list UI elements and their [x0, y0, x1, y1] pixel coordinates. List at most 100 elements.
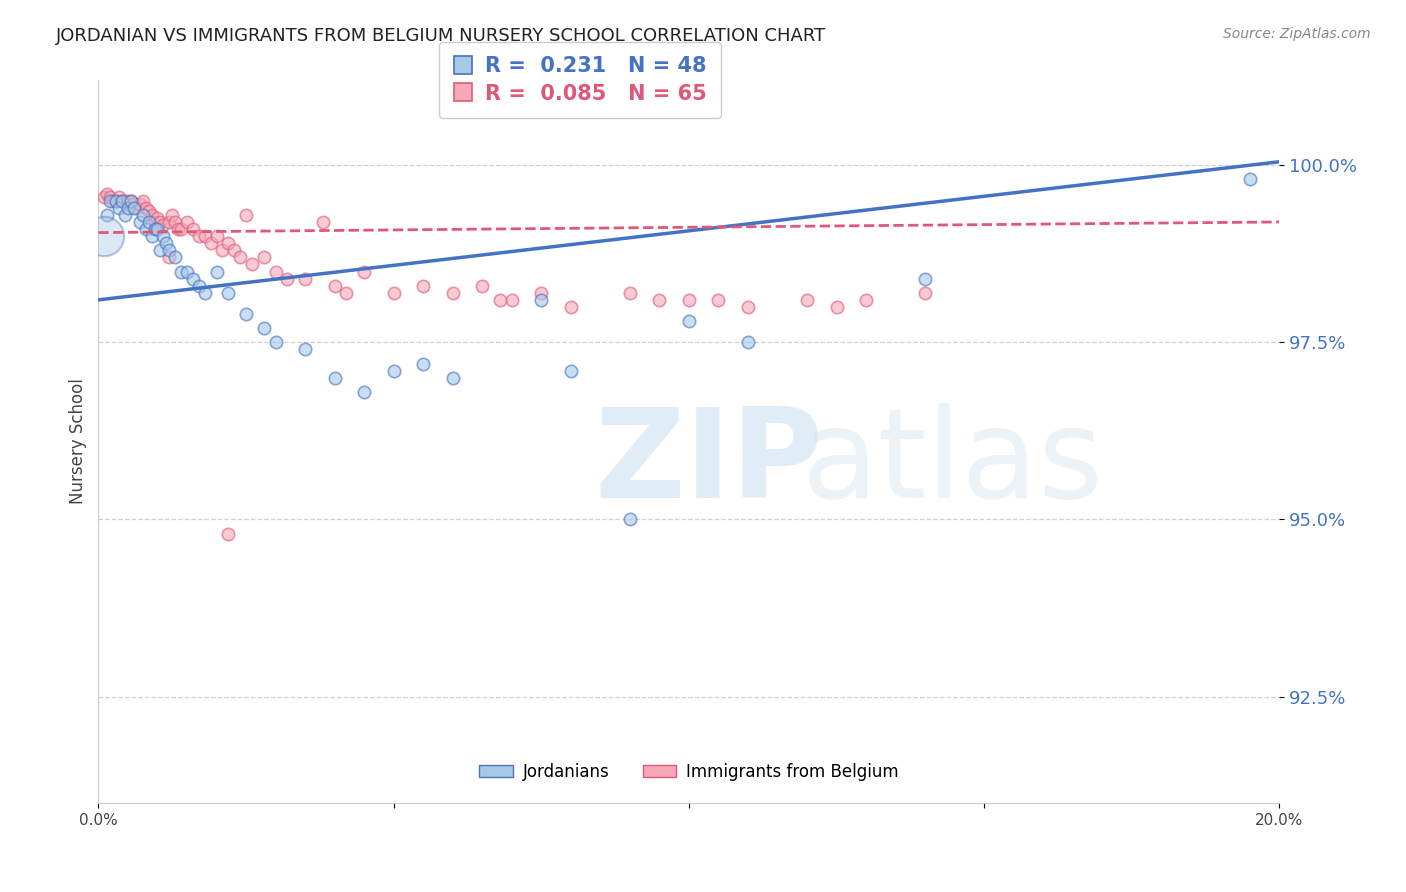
Point	[217, 526, 239, 541]
Point	[111, 194, 134, 208]
Point	[619, 285, 641, 300]
Point	[914, 271, 936, 285]
Point	[122, 201, 145, 215]
Point	[294, 343, 316, 357]
Point	[187, 229, 209, 244]
Point	[229, 251, 252, 265]
Point	[707, 293, 730, 307]
Point	[217, 236, 239, 251]
Point	[143, 222, 166, 236]
Point	[125, 201, 148, 215]
Point	[240, 257, 263, 271]
Point	[353, 384, 375, 399]
Point	[170, 264, 193, 278]
Point	[471, 278, 494, 293]
Point	[181, 222, 204, 236]
Point	[122, 197, 145, 211]
Point	[152, 229, 174, 244]
Point	[530, 293, 553, 307]
Point	[138, 215, 160, 229]
Point	[264, 335, 287, 350]
Point	[335, 285, 357, 300]
Point	[855, 293, 877, 307]
Point	[105, 194, 128, 208]
Text: JORDANIAN VS IMMIGRANTS FROM BELGIUM NURSERY SCHOOL CORRELATION CHART: JORDANIAN VS IMMIGRANTS FROM BELGIUM NUR…	[56, 27, 827, 45]
Point	[264, 264, 287, 278]
Point	[146, 222, 169, 236]
Point	[312, 215, 335, 229]
Point	[162, 208, 183, 222]
Point	[353, 264, 375, 278]
Point	[194, 285, 217, 300]
Point	[217, 285, 239, 300]
Point	[796, 293, 818, 307]
Point	[149, 244, 172, 258]
Point	[98, 190, 121, 204]
Point	[135, 201, 157, 215]
Y-axis label: Nursery School: Nursery School	[69, 378, 87, 505]
Point	[323, 278, 346, 293]
Point	[152, 219, 174, 233]
Point	[235, 307, 257, 321]
Point	[141, 229, 163, 244]
Point	[412, 357, 434, 371]
Point	[224, 244, 246, 258]
Point	[117, 194, 139, 208]
Point	[132, 194, 155, 208]
Point	[108, 190, 131, 204]
Point	[108, 201, 131, 215]
Point	[205, 264, 228, 278]
Point	[149, 215, 172, 229]
Point	[141, 208, 163, 222]
Point	[157, 251, 180, 265]
Point	[103, 194, 125, 208]
Point	[276, 271, 298, 285]
Point	[441, 285, 464, 300]
Point	[96, 186, 118, 201]
Point	[294, 271, 316, 285]
Point	[96, 208, 118, 222]
Point	[914, 285, 936, 300]
Point	[181, 271, 204, 285]
Point	[135, 222, 157, 236]
Point	[253, 251, 276, 265]
Point	[167, 222, 190, 236]
Point	[114, 208, 136, 222]
Text: atlas: atlas	[801, 402, 1104, 524]
Point	[128, 197, 150, 211]
Point	[678, 293, 700, 307]
Legend: Jordanians, Immigrants from Belgium: Jordanians, Immigrants from Belgium	[472, 756, 905, 788]
Point	[176, 264, 198, 278]
Point	[105, 194, 128, 208]
Point	[678, 314, 700, 328]
Point	[560, 364, 582, 378]
Point	[117, 201, 139, 215]
Point	[143, 215, 166, 229]
Point	[170, 222, 193, 236]
Point	[194, 229, 217, 244]
Point	[1239, 172, 1261, 186]
Point	[98, 194, 121, 208]
Point	[138, 204, 160, 219]
Point	[111, 194, 134, 208]
Point	[235, 208, 257, 222]
Point	[619, 512, 641, 526]
Point	[114, 194, 136, 208]
Point	[211, 244, 233, 258]
Point	[128, 215, 150, 229]
Point	[205, 229, 228, 244]
Point	[530, 285, 553, 300]
Point	[200, 236, 222, 251]
Point	[157, 244, 180, 258]
Point	[187, 278, 209, 293]
Point	[253, 321, 276, 335]
Text: ZIP: ZIP	[595, 402, 823, 524]
Point	[441, 371, 464, 385]
Point	[146, 211, 169, 226]
Point	[176, 215, 198, 229]
Point	[120, 194, 142, 208]
Point	[132, 208, 155, 222]
Point	[157, 215, 180, 229]
Point	[825, 300, 848, 314]
Point	[382, 285, 405, 300]
